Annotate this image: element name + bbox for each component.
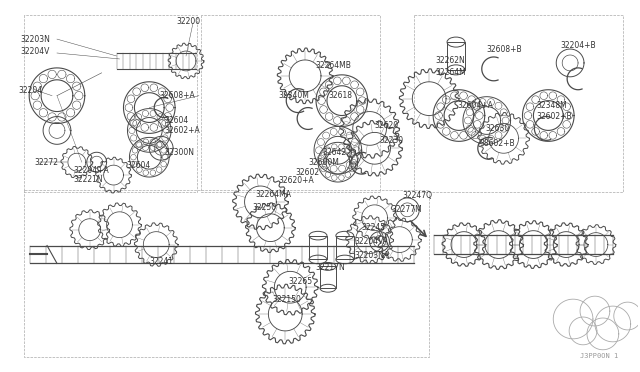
Text: 32608+A: 32608+A <box>159 91 195 100</box>
Text: 32250: 32250 <box>253 203 276 212</box>
Text: 32265: 32265 <box>288 277 312 286</box>
Text: 32221N: 32221N <box>74 174 104 183</box>
Text: 32204+B: 32204+B <box>560 41 596 49</box>
Text: 32203NA: 32203NA <box>355 251 390 260</box>
Text: 32204VA: 32204VA <box>355 237 389 246</box>
Text: 322150: 322150 <box>273 295 301 304</box>
Text: 32277M: 32277M <box>392 205 422 214</box>
Text: 38602+B: 38602+B <box>480 139 515 148</box>
Text: 32264MB: 32264MB <box>315 61 351 70</box>
Text: 32247Q: 32247Q <box>403 192 433 201</box>
Text: 32245: 32245 <box>362 223 386 232</box>
Text: 32602+B: 32602+B <box>536 112 572 121</box>
Text: 32230: 32230 <box>380 136 404 145</box>
Text: 32203N: 32203N <box>20 35 50 44</box>
Text: 32300N: 32300N <box>164 148 194 157</box>
Text: 32340M: 32340M <box>278 91 309 100</box>
Text: 32264M: 32264M <box>435 68 466 77</box>
Text: 32602: 32602 <box>295 168 319 177</box>
Text: 32348M: 32348M <box>536 101 567 110</box>
Text: 32204+A: 32204+A <box>74 166 109 174</box>
Text: 32620: 32620 <box>374 121 399 130</box>
Text: 32602+A: 32602+A <box>164 126 200 135</box>
Text: 32241: 32241 <box>149 257 173 266</box>
Text: 32604: 32604 <box>127 161 150 170</box>
Text: J3PP0ON 1: J3PP0ON 1 <box>579 353 618 359</box>
Text: 32217N: 32217N <box>315 263 345 272</box>
Text: 32604+A: 32604+A <box>457 101 493 110</box>
Text: 32204: 32204 <box>19 86 42 95</box>
Text: 32264MA: 32264MA <box>255 190 291 199</box>
Text: 32600M: 32600M <box>308 158 339 167</box>
Text: 32262N: 32262N <box>435 57 465 65</box>
Text: 32200: 32200 <box>176 17 200 26</box>
Text: 32618: 32618 <box>328 91 352 100</box>
Text: 32642: 32642 <box>322 148 346 157</box>
Text: 32630: 32630 <box>486 124 510 133</box>
Text: 32604: 32604 <box>164 116 188 125</box>
Text: 32272: 32272 <box>34 158 58 167</box>
Text: 32608+B: 32608+B <box>487 45 522 54</box>
Text: 32204V: 32204V <box>20 46 50 55</box>
Text: 32620+A: 32620+A <box>278 176 314 185</box>
